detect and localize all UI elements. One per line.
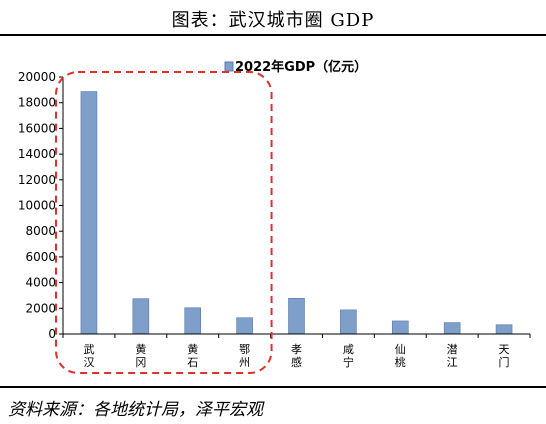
x-tick-label: 黄石 <box>187 342 198 369</box>
bar <box>340 309 357 335</box>
bar-chart: 2022年GDP（亿元） 0 2000 4000 6000 8000 10000 12000… <box>18 59 531 374</box>
bar <box>443 322 461 335</box>
bar <box>236 317 253 335</box>
highlight-box <box>55 71 273 374</box>
bar <box>80 91 98 335</box>
y-tick-label: 14000 <box>18 147 56 161</box>
legend-label: 2022年GDP（亿元） <box>235 59 367 75</box>
x-tick-label: 鄂州 <box>239 343 250 369</box>
top-rule <box>0 34 546 36</box>
y-tick-label: 0 <box>48 327 56 341</box>
y-tick-label: 8000 <box>25 224 56 238</box>
bar <box>391 320 409 335</box>
bars <box>80 91 513 335</box>
page-title: 图表：武汉城市圈 GDP <box>171 10 375 31</box>
y-tick-label: 20000 <box>18 70 56 84</box>
y-axis: 0 2000 4000 6000 8000 10000 12000 14000 16000 180… <box>18 70 64 341</box>
y-tick-label: 6000 <box>25 250 56 264</box>
bar <box>132 298 150 335</box>
bar <box>495 324 513 335</box>
x-tick-label: 天门 <box>499 343 510 369</box>
x-tick-label: 孝感 <box>291 343 302 369</box>
legend-swatch <box>224 61 234 72</box>
bottom-rule <box>0 386 546 388</box>
y-tick-label: 16000 <box>18 121 56 135</box>
y-tick-label: 18000 <box>18 96 56 110</box>
bar <box>184 307 202 335</box>
y-tick-label: 2000 <box>25 301 56 315</box>
x-tick-label: 武汉 <box>83 343 94 369</box>
y-tick-label: 12000 <box>18 173 56 187</box>
bar <box>288 298 305 335</box>
x-tick-label: 仙桃 <box>395 343 406 369</box>
x-axis: 武汉 黄冈 黄石 鄂州 孝感 咸宁 仙桃 潜江 天门 <box>62 333 531 369</box>
x-tick-label: 黄冈 <box>135 342 146 369</box>
x-tick-label: 咸宁 <box>343 343 354 369</box>
x-tick-label: 潜江 <box>447 342 458 369</box>
y-tick-label: 4000 <box>25 276 56 290</box>
y-tick-label: 10000 <box>18 199 56 213</box>
source-note: 资料来源：各地统计局，泽平宏观 <box>8 400 263 420</box>
